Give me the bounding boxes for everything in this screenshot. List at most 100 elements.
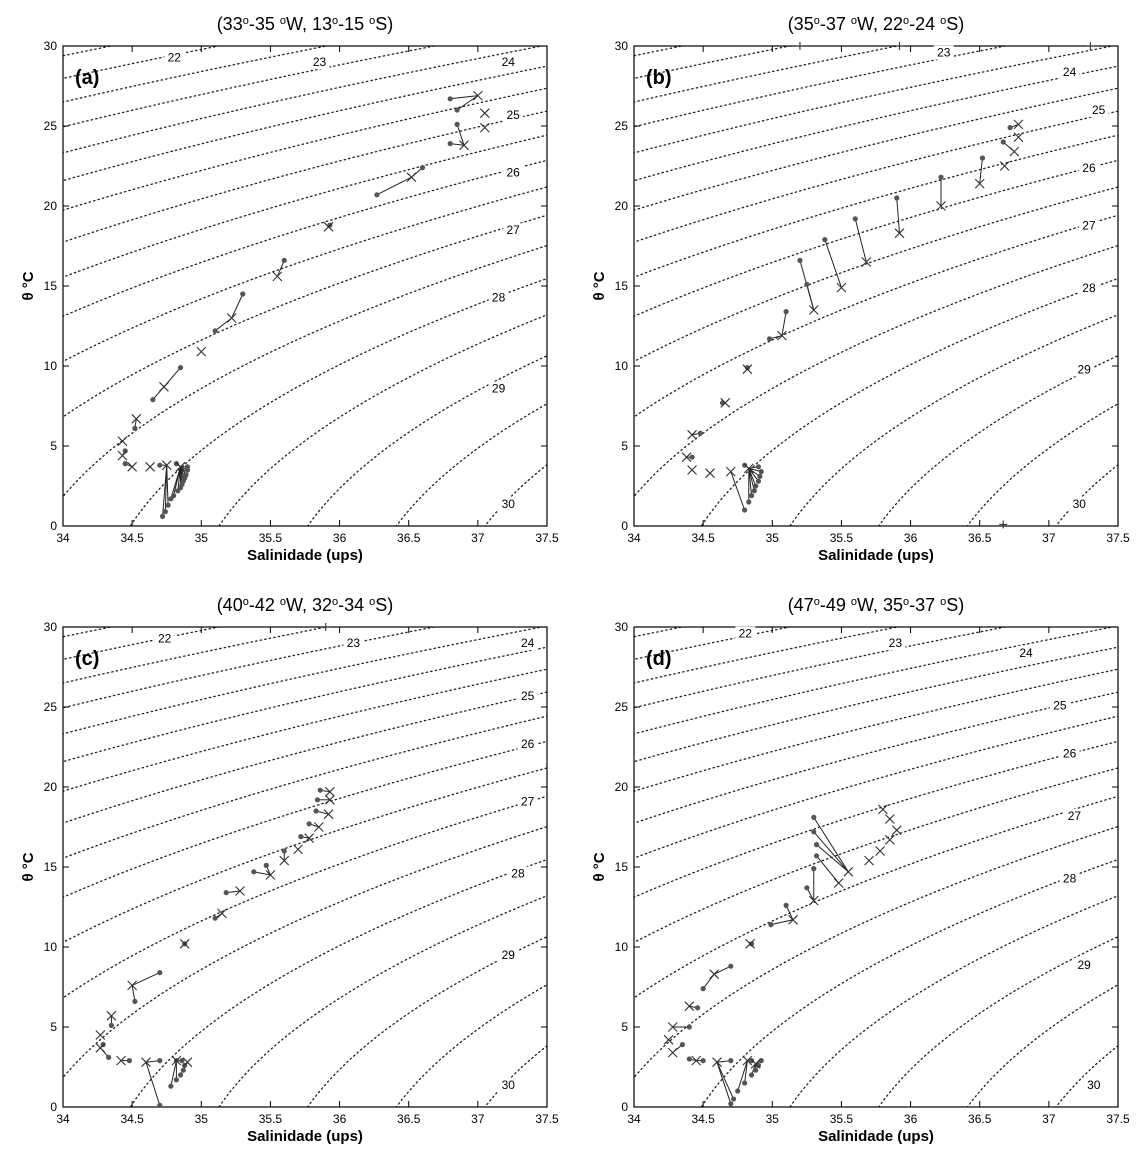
x-tick-label: 36.5	[968, 1112, 992, 1126]
isopycnal-label: 22	[158, 631, 172, 645]
x-tick-label: 37.5	[1106, 1112, 1130, 1126]
isopycnal-label: 29	[1077, 362, 1091, 376]
isopycnal-line	[0, 595, 411, 1139]
data-point-dot	[852, 216, 858, 222]
profile-segment	[979, 157, 983, 184]
isopycnal-line	[634, 65, 1118, 182]
profile-segments	[122, 95, 479, 517]
isopycnal-line	[63, 46, 330, 103]
isopycnal-line	[0, 595, 83, 1139]
isopycnal-line	[129, 277, 547, 526]
ts-panel-c: 34 34.5 35 35.5 36 36.5 37 37.5 0 5 10 15 20 25 30 22 23…	[20, 595, 559, 1145]
data-point-x	[323, 809, 334, 820]
isopycnal-line	[634, 767, 1118, 944]
isopycnal-label: 24	[502, 55, 516, 69]
data-point-x	[808, 895, 819, 906]
data-point-x	[406, 172, 417, 183]
isopycnal-line	[634, 244, 1118, 498]
data-point-x	[313, 822, 324, 832]
data-point-x	[687, 465, 697, 475]
data-point-dot	[314, 797, 321, 803]
data-point-dot	[753, 1067, 759, 1073]
data-point-dot	[728, 963, 734, 969]
x-axis-label: Salinidade (ups)	[818, 1128, 934, 1145]
data-point-dot	[742, 507, 748, 513]
isopycnal-line	[63, 825, 547, 1079]
isopycnal-label: 24	[521, 636, 535, 650]
x-tick-label: 36	[333, 531, 347, 545]
isopycnal-line	[218, 895, 547, 1107]
data-point-x	[196, 346, 207, 357]
isopycnal-label: 26	[506, 166, 520, 180]
isopycnal-line	[634, 46, 1009, 128]
isopycnal-line	[0, 14, 629, 558]
isopycnal-label: 25	[506, 108, 520, 122]
panel-title: (40o-42 oW, 32o-34 oS)	[217, 595, 394, 615]
isopycnal-label: 28	[492, 290, 506, 304]
x-tick-label: 35.5	[830, 531, 854, 545]
data-point-dot	[730, 1096, 737, 1102]
data-point-dot	[1007, 125, 1013, 131]
panel-letter: (b)	[646, 67, 672, 89]
x-tick-label: 36	[904, 1112, 918, 1126]
data-point-dot	[811, 866, 817, 872]
isopycnal-label: 28	[1082, 281, 1096, 295]
data-point-plus	[321, 623, 330, 631]
data-point-x	[720, 397, 731, 408]
data-point-x	[293, 844, 303, 855]
x-tick-label: 36.5	[397, 1112, 421, 1126]
y-tick-label: 25	[615, 700, 629, 714]
data-point-x	[479, 122, 490, 133]
x-tick-label: 35	[766, 1112, 780, 1126]
y-tick-label: 10	[44, 359, 58, 373]
isopycnal-label: 29	[492, 382, 506, 396]
data-point-x	[217, 908, 227, 919]
data-point-x	[742, 364, 753, 375]
isopycnal-line	[634, 159, 1118, 317]
isopycnal-label: 23	[347, 636, 361, 650]
x-tick-label: 36.5	[968, 531, 992, 545]
series-plus	[321, 623, 330, 631]
isopycnal-label: 26	[1063, 747, 1077, 761]
profile-segment	[231, 293, 244, 319]
isopycnal-line	[395, 984, 547, 1107]
isopycnal-label: 23	[313, 55, 327, 69]
data-point-x	[861, 257, 872, 267]
ts-panel-d: 34 34.5 35 35.5 36 36.5 37 37.5 0 5 10 15 20 25 30 22 23…	[0, 595, 1136, 1145]
profile-segment	[276, 260, 285, 277]
series-x	[681, 119, 1024, 479]
data-point-x	[323, 221, 334, 232]
x-tick-label: 34	[627, 1112, 641, 1126]
data-point-x	[235, 886, 245, 896]
panel-letter: (a)	[75, 67, 99, 89]
x-tick-label: 34.5	[120, 531, 144, 545]
panel-title: (35o-37 oW, 22o-24 oS)	[788, 14, 965, 34]
y-tick-label: 15	[615, 860, 629, 874]
y-tick-label: 0	[621, 519, 628, 533]
data-point-x	[161, 460, 172, 471]
data-point-dot	[822, 237, 828, 243]
data-point-x	[750, 1058, 761, 1069]
isopycnal-line	[727, 14, 1136, 558]
data-point-dot	[811, 814, 817, 821]
profile-segment	[813, 817, 849, 873]
isopycnal-line	[634, 825, 1118, 1079]
data-point-x	[141, 1057, 151, 1068]
ts-panel-a: 34 34.5 35 35.5 36 36.5 37 37.5 0 5 10 15 20 25 30 22 23…	[20, 14, 1136, 564]
data-point-dot	[746, 499, 752, 505]
isopycnal-line	[1123, 595, 1136, 1139]
isopycnal-line	[63, 186, 547, 363]
data-point-x	[279, 855, 290, 866]
x-axis-label: Salinidade (ups)	[247, 1128, 363, 1145]
data-point-x	[745, 938, 756, 949]
profile-segment	[730, 471, 746, 511]
isopycnal-label: 27	[1068, 809, 1082, 823]
series-dot	[689, 125, 1013, 513]
isopycnal-label: 25	[1053, 699, 1067, 713]
data-point-x	[171, 1055, 182, 1066]
data-point-dot	[797, 257, 803, 263]
y-tick-label: 20	[44, 780, 58, 794]
data-point-dot	[938, 174, 944, 180]
profile-segment	[896, 197, 901, 234]
data-point-x	[836, 282, 847, 293]
